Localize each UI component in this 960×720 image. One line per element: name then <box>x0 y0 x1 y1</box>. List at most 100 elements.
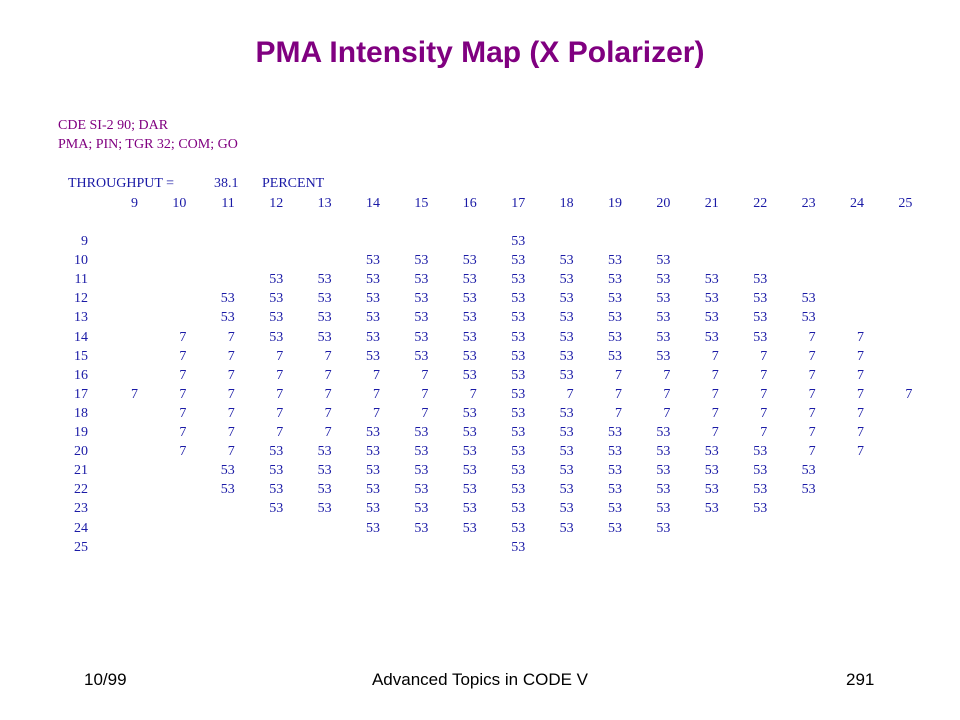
intensity-cell: 53 <box>220 310 235 326</box>
intensity-cell: 53 <box>559 425 574 440</box>
intensity-cell: 7 <box>227 405 235 421</box>
intensity-cell: 53 <box>317 463 332 479</box>
intensity-cell: 53 <box>656 253 671 269</box>
intensity-cell: 53 <box>511 520 526 536</box>
intensity-cell: 53 <box>462 482 477 498</box>
intensity-cell: 7 <box>421 367 429 383</box>
intensity-cell: 7 <box>760 367 768 383</box>
intensity-cell: 7 <box>615 405 622 421</box>
column-header: 11 <box>221 196 235 211</box>
row-label: 14 <box>74 329 88 345</box>
intensity-cell: 53 <box>317 310 332 326</box>
intensity-cell: 53 <box>559 348 574 364</box>
intensity-cell: 7 <box>711 386 719 402</box>
intensity-cell: 7 <box>760 425 768 440</box>
intensity-cell: 53 <box>608 444 622 460</box>
intensity-cell: 53 <box>414 291 429 307</box>
intensity-cell: 7 <box>324 348 332 364</box>
row-label: 13 <box>74 310 88 326</box>
intensity-cell: 53 <box>608 501 622 517</box>
intensity-cell: 53 <box>414 253 429 269</box>
intensity-cell: 7 <box>857 425 864 440</box>
throughput-unit: PERCENT <box>262 176 325 191</box>
intensity-cell: 53 <box>269 444 284 460</box>
intensity-cell: 7 <box>857 329 864 345</box>
intensity-cell: 7 <box>711 348 719 364</box>
intensity-cell: 53 <box>559 444 574 460</box>
intensity-cell: 53 <box>656 329 671 345</box>
intensity-cell: 7 <box>227 367 235 383</box>
column-header: 18 <box>559 196 574 211</box>
intensity-cell: 53 <box>462 329 477 345</box>
row-label: 16 <box>74 367 88 383</box>
column-header: 23 <box>801 196 816 211</box>
intensity-cell: 53 <box>753 291 768 307</box>
intensity-cell: 53 <box>753 501 768 517</box>
column-header: 19 <box>608 196 622 211</box>
intensity-cell: 53 <box>753 482 768 498</box>
intensity-cell: 7 <box>324 425 332 440</box>
intensity-cell: 7 <box>615 386 622 402</box>
intensity-cell: 53 <box>462 501 477 517</box>
intensity-cell: 53 <box>559 367 574 383</box>
intensity-cell: 53 <box>366 520 380 536</box>
intensity-cell: 53 <box>366 348 380 364</box>
column-header: 25 <box>898 196 913 211</box>
intensity-cell: 7 <box>663 386 671 402</box>
intensity-cell: 7 <box>808 444 816 460</box>
intensity-cell: 53 <box>462 463 477 479</box>
intensity-cell: 53 <box>317 329 332 345</box>
intensity-cell: 7 <box>179 386 187 402</box>
intensity-cell: 53 <box>511 539 526 555</box>
intensity-cell: 53 <box>656 444 671 460</box>
intensity-cell: 7 <box>808 348 816 364</box>
intensity-cell: 53 <box>801 310 816 326</box>
intensity-cell: 53 <box>366 253 380 269</box>
intensity-cell: 7 <box>227 348 235 364</box>
intensity-cell: 53 <box>366 444 380 460</box>
intensity-cell: 53 <box>559 482 574 498</box>
intensity-cell: 53 <box>317 501 332 517</box>
intensity-cell: 53 <box>753 310 768 326</box>
column-header: 17 <box>511 196 526 211</box>
intensity-cell: 7 <box>711 425 719 440</box>
intensity-cell: 53 <box>462 367 477 383</box>
intensity-cell: 53 <box>511 348 526 364</box>
intensity-cell: 53 <box>559 329 574 345</box>
throughput-value: 38.1 <box>214 176 239 191</box>
intensity-cell: 7 <box>373 405 380 421</box>
intensity-cell: 53 <box>366 501 380 517</box>
intensity-cell: 7 <box>857 444 864 460</box>
intensity-cell: 7 <box>808 367 816 383</box>
intensity-cell: 7 <box>857 367 864 383</box>
intensity-cell: 53 <box>269 482 284 498</box>
intensity-cell: 53 <box>801 482 816 498</box>
intensity-cell: 53 <box>704 272 719 288</box>
intensity-cell: 53 <box>559 463 574 479</box>
intensity-cell: 7 <box>857 348 864 364</box>
column-header: 13 <box>317 196 332 211</box>
intensity-cell: 53 <box>753 329 768 345</box>
intensity-cell: 53 <box>511 444 526 460</box>
intensity-cell: 7 <box>276 348 284 364</box>
command-line-2: PMA; PIN; TGR 32; COM; GO <box>58 137 238 152</box>
intensity-cell: 7 <box>276 425 284 440</box>
intensity-cell: 7 <box>324 367 332 383</box>
intensity-cell: 53 <box>559 272 574 288</box>
intensity-cell: 7 <box>760 348 768 364</box>
intensity-cell: 53 <box>656 291 671 307</box>
intensity-cell: 53 <box>462 272 477 288</box>
intensity-cell: 53 <box>511 463 526 479</box>
row-label: 17 <box>74 386 88 402</box>
column-header: 10 <box>172 196 187 211</box>
intensity-cell: 53 <box>656 520 671 536</box>
intensity-cell: 7 <box>227 329 235 345</box>
intensity-cell: 53 <box>511 425 526 440</box>
intensity-cell: 53 <box>656 310 671 326</box>
row-label: 21 <box>74 463 88 479</box>
intensity-cell: 53 <box>414 329 429 345</box>
intensity-cell: 53 <box>753 463 768 479</box>
intensity-cell: 7 <box>227 386 235 402</box>
row-label: 9 <box>81 234 88 249</box>
column-header: 22 <box>753 196 768 211</box>
